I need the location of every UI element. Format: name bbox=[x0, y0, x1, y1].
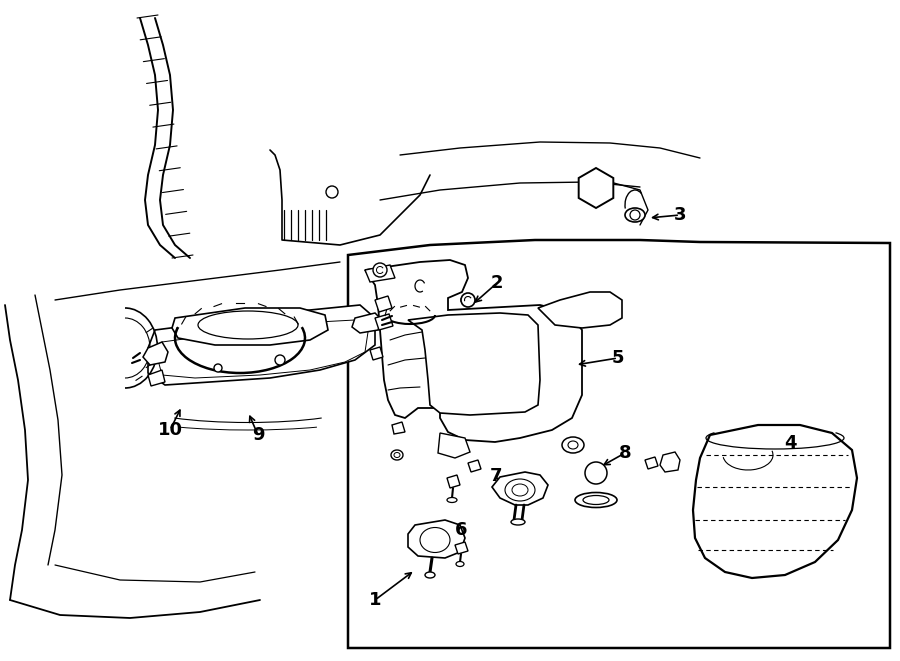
Polygon shape bbox=[370, 347, 383, 360]
Ellipse shape bbox=[583, 496, 609, 504]
Text: 6: 6 bbox=[454, 521, 467, 539]
Text: 9: 9 bbox=[252, 426, 265, 444]
Circle shape bbox=[461, 293, 475, 307]
Polygon shape bbox=[468, 460, 481, 472]
Ellipse shape bbox=[562, 437, 584, 453]
Polygon shape bbox=[148, 305, 375, 385]
Ellipse shape bbox=[575, 492, 617, 508]
Ellipse shape bbox=[425, 572, 435, 578]
Circle shape bbox=[585, 462, 607, 484]
Polygon shape bbox=[447, 475, 460, 488]
Polygon shape bbox=[392, 422, 405, 434]
Text: 2: 2 bbox=[491, 274, 503, 292]
Polygon shape bbox=[579, 168, 613, 208]
Circle shape bbox=[326, 186, 338, 198]
Polygon shape bbox=[148, 370, 165, 386]
Text: 10: 10 bbox=[158, 421, 183, 439]
Ellipse shape bbox=[505, 479, 535, 501]
Polygon shape bbox=[645, 457, 658, 469]
Circle shape bbox=[373, 263, 387, 277]
Polygon shape bbox=[538, 292, 622, 328]
Ellipse shape bbox=[420, 527, 450, 553]
Circle shape bbox=[214, 364, 222, 372]
Polygon shape bbox=[693, 425, 857, 578]
Circle shape bbox=[630, 210, 640, 220]
Text: 5: 5 bbox=[612, 349, 625, 367]
Polygon shape bbox=[438, 433, 470, 458]
Ellipse shape bbox=[198, 311, 298, 339]
Polygon shape bbox=[143, 342, 168, 365]
Text: 8: 8 bbox=[618, 444, 631, 462]
Ellipse shape bbox=[568, 441, 578, 449]
Text: 4: 4 bbox=[784, 434, 796, 452]
Text: 7: 7 bbox=[490, 467, 502, 485]
Ellipse shape bbox=[447, 498, 457, 502]
Polygon shape bbox=[455, 542, 468, 554]
Polygon shape bbox=[172, 308, 328, 345]
Ellipse shape bbox=[625, 208, 645, 222]
Polygon shape bbox=[352, 313, 382, 333]
Polygon shape bbox=[365, 265, 395, 282]
Ellipse shape bbox=[512, 484, 528, 496]
Polygon shape bbox=[375, 314, 393, 330]
Polygon shape bbox=[375, 296, 392, 312]
Text: 3: 3 bbox=[674, 206, 686, 224]
Polygon shape bbox=[365, 260, 582, 442]
Polygon shape bbox=[408, 520, 465, 558]
Polygon shape bbox=[660, 452, 680, 472]
Circle shape bbox=[275, 355, 285, 365]
Ellipse shape bbox=[456, 561, 464, 566]
Text: 1: 1 bbox=[369, 591, 382, 609]
Ellipse shape bbox=[461, 295, 475, 305]
Polygon shape bbox=[348, 240, 890, 648]
Polygon shape bbox=[492, 472, 548, 505]
Ellipse shape bbox=[511, 519, 525, 525]
Polygon shape bbox=[408, 313, 540, 415]
